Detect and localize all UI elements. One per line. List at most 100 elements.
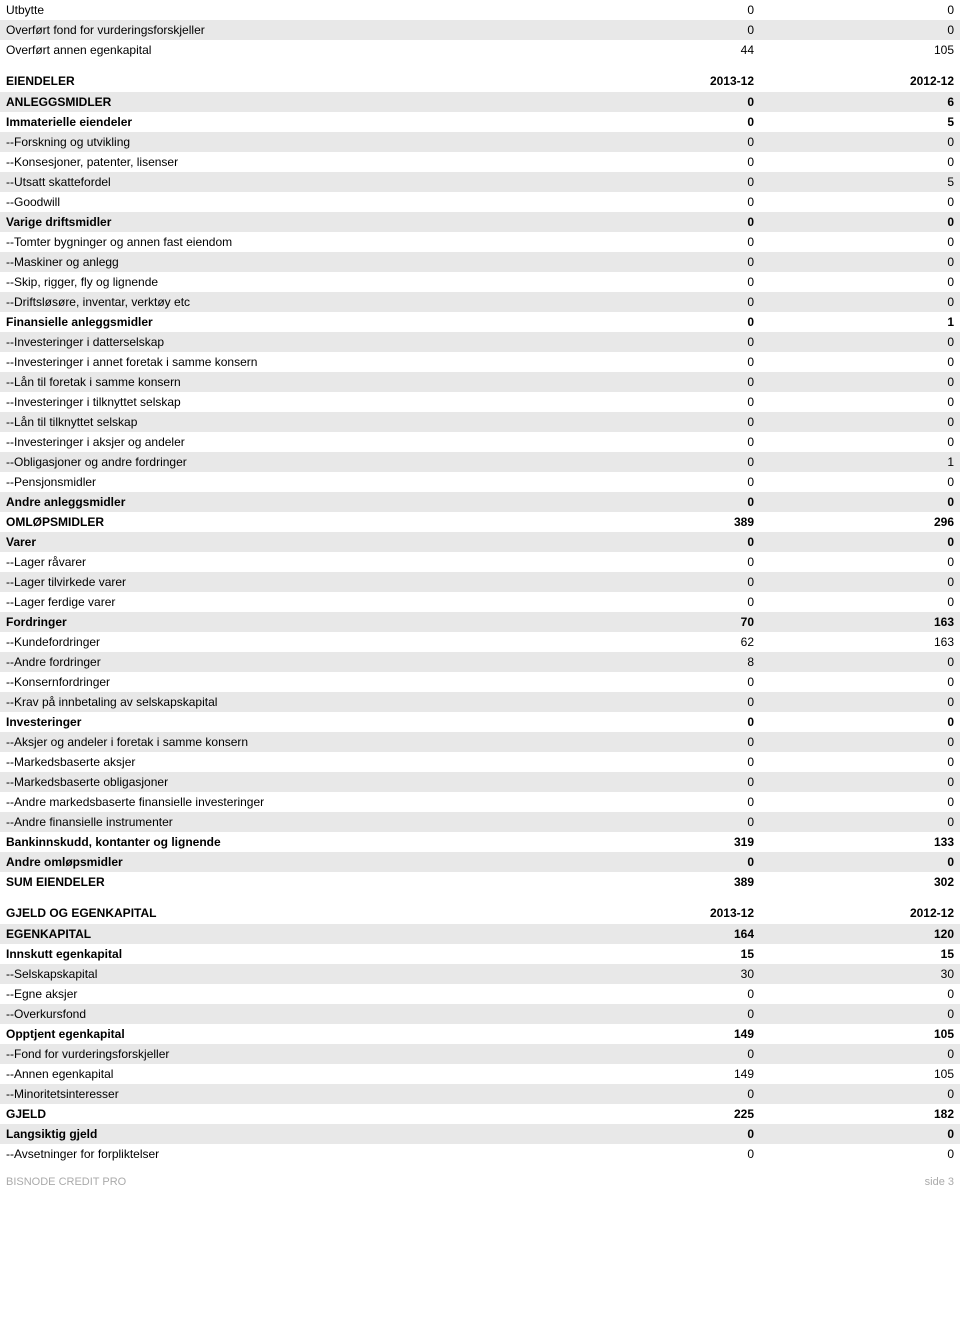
row-col2: 0 [754,355,954,369]
row-col1: 0 [554,95,754,109]
table-row: --Investeringer i aksjer og andeler00 [0,432,960,452]
row-label: Opptjent egenkapital [6,1027,554,1041]
table-row: EGENKAPITAL164120 [0,924,960,944]
row-label: --Lager ferdige varer [6,595,554,609]
row-label: --Investeringer i aksjer og andeler [6,435,554,449]
row-col1: 0 [554,455,754,469]
footer-right: side 3 [925,1176,954,1188]
table-row: --Andre fordringer80 [0,652,960,672]
row-col1: 389 [554,875,754,889]
row-col2: 0 [754,275,954,289]
table-row: --Egne aksjer00 [0,984,960,1004]
row-col2: 0 [754,23,954,37]
footer-left: BISNODE CREDIT PRO [6,1176,126,1188]
row-col2: 182 [754,1107,954,1121]
row-col1: 0 [554,335,754,349]
table-row: OMLØPSMIDLER389296 [0,512,960,532]
row-col2: 302 [754,875,954,889]
row-col1: 0 [554,595,754,609]
table-row: --Aksjer og andeler i foretak i samme ko… [0,732,960,752]
table-row: --Skip, rigger, fly og lignende00 [0,272,960,292]
row-col2: 120 [754,927,954,941]
row-col2: 0 [754,135,954,149]
row-label: --Krav på innbetaling av selskapskapital [6,695,554,709]
row-label: --Aksjer og andeler i foretak i samme ko… [6,735,554,749]
table-section: GJELD OG EGENKAPITAL2013-122012-12EGENKA… [0,892,960,1164]
row-col1: 0 [554,695,754,709]
table-row: --Markedsbaserte obligasjoner00 [0,772,960,792]
row-col2: 163 [754,615,954,629]
row-label: --Markedsbaserte aksjer [6,755,554,769]
row-col1: 0 [554,735,754,749]
table-row: --Forskning og utvikling00 [0,132,960,152]
row-col2: 0 [754,435,954,449]
row-col2: 0 [754,335,954,349]
row-col1: 0 [554,355,754,369]
row-label: --Fond for vurderingsforskjeller [6,1047,554,1061]
header-label: EIENDELER [6,74,554,88]
row-col2: 1 [754,455,954,469]
row-col2: 5 [754,115,954,129]
row-col1: 0 [554,415,754,429]
table-row: --Lager tilvirkede varer00 [0,572,960,592]
table-row: --Konsesjoner, patenter, lisenser00 [0,152,960,172]
row-col1: 30 [554,967,754,981]
table-row: Varige driftsmidler00 [0,212,960,232]
row-col2: 0 [754,1147,954,1161]
row-col1: 0 [554,235,754,249]
table-row: --Lager ferdige varer00 [0,592,960,612]
table-row: --Pensjonsmidler00 [0,472,960,492]
table-row: --Investeringer i datterselskap00 [0,332,960,352]
row-col1: 319 [554,835,754,849]
row-col2: 0 [754,1007,954,1021]
row-col1: 0 [554,855,754,869]
row-col2: 0 [754,155,954,169]
row-label: --Obligasjoner og andre fordringer [6,455,554,469]
row-col2: 133 [754,835,954,849]
table-row: --Utsatt skattefordel05 [0,172,960,192]
row-label: --Overkursfond [6,1007,554,1021]
table-row: Innskutt egenkapital1515 [0,944,960,964]
row-label: Immaterielle eiendeler [6,115,554,129]
row-label: Andre omløpsmidler [6,855,554,869]
row-col2: 0 [754,855,954,869]
row-col2: 0 [754,775,954,789]
table-row: Langsiktig gjeld00 [0,1124,960,1144]
row-col1: 0 [554,1147,754,1161]
row-col2: 0 [754,755,954,769]
row-label: --Kundefordringer [6,635,554,649]
row-label: EGENKAPITAL [6,927,554,941]
table-row: --Minoritetsinteresser00 [0,1084,960,1104]
table-row: Bankinnskudd, kontanter og lignende31913… [0,832,960,852]
row-label: --Selskapskapital [6,967,554,981]
row-col1: 0 [554,215,754,229]
row-col1: 0 [554,135,754,149]
row-col1: 0 [554,315,754,329]
row-col2: 15 [754,947,954,961]
row-label: --Konsesjoner, patenter, lisenser [6,155,554,169]
header-col2: 2012-12 [754,906,954,920]
row-col2: 0 [754,395,954,409]
row-col2: 163 [754,635,954,649]
table-row: --Kundefordringer62163 [0,632,960,652]
table-row: --Andre markedsbaserte finansielle inves… [0,792,960,812]
section-header: EIENDELER2013-122012-12 [0,60,960,92]
table-row: Investeringer00 [0,712,960,732]
table-row: Overført annen egenkapital44105 [0,40,960,60]
row-label: --Lager råvarer [6,555,554,569]
header-col1: 2013-12 [554,906,754,920]
table-row: --Lager råvarer00 [0,552,960,572]
table-row: --Fond for vurderingsforskjeller00 [0,1044,960,1064]
row-col1: 389 [554,515,754,529]
row-col1: 0 [554,23,754,37]
row-label: Overført fond for vurderingsforskjeller [6,23,554,37]
table-row: ANLEGGSMIDLER06 [0,92,960,112]
row-col1: 0 [554,115,754,129]
row-col2: 0 [754,195,954,209]
row-label: --Goodwill [6,195,554,209]
row-col2: 0 [754,815,954,829]
row-col2: 0 [754,1087,954,1101]
table-row: --Krav på innbetaling av selskapskapital… [0,692,960,712]
row-label: --Investeringer i datterselskap [6,335,554,349]
row-col2: 30 [754,967,954,981]
